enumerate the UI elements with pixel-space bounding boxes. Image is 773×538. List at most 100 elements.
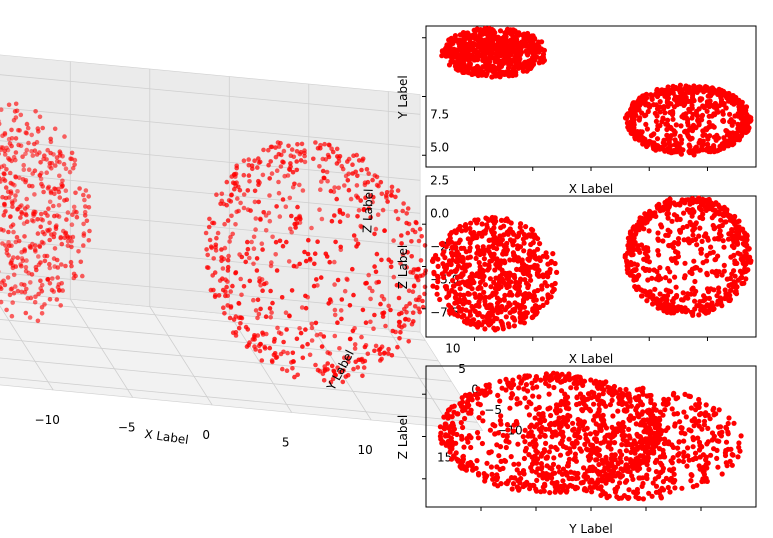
scatter-3d-point bbox=[341, 368, 346, 373]
scatter-3d-point bbox=[270, 300, 275, 306]
scatter-3d-point bbox=[233, 222, 238, 227]
xz-point bbox=[664, 211, 670, 217]
xy-point bbox=[486, 50, 492, 57]
xy-point bbox=[667, 90, 673, 96]
scatter-3d-point bbox=[214, 192, 219, 197]
yz-point bbox=[450, 430, 456, 436]
yz-point bbox=[627, 397, 633, 403]
scatter-3d-point bbox=[350, 162, 355, 167]
xy-point bbox=[665, 136, 671, 142]
scatter-3d-point bbox=[9, 143, 14, 149]
xz-point bbox=[680, 224, 686, 231]
xz-point bbox=[478, 230, 484, 236]
xz-point bbox=[450, 277, 456, 284]
scatter-3d-point bbox=[318, 332, 323, 337]
xz-point bbox=[741, 242, 748, 248]
scatter-3d-point bbox=[342, 288, 348, 294]
scatter-3d-point bbox=[82, 197, 87, 203]
scatter-3d-point bbox=[291, 263, 297, 269]
yz-point bbox=[447, 423, 453, 430]
yz-point bbox=[536, 394, 542, 400]
xz-point bbox=[526, 291, 532, 297]
scatter-3d-point bbox=[377, 351, 383, 357]
scatter-3d-point bbox=[245, 246, 251, 252]
yz-point bbox=[521, 386, 527, 392]
yz-point bbox=[731, 420, 737, 426]
yz-point bbox=[482, 392, 488, 398]
scatter-3d-point bbox=[68, 259, 74, 265]
scatter-3d-point bbox=[406, 288, 412, 294]
scatter-3d-point bbox=[2, 282, 8, 288]
xy-point bbox=[537, 55, 544, 62]
scatter-3d-point bbox=[251, 246, 257, 251]
scatter-3d-point bbox=[222, 245, 228, 251]
scatter-3d-point bbox=[339, 297, 345, 302]
yz-point bbox=[532, 415, 538, 421]
yz-point bbox=[647, 432, 653, 438]
yz-point bbox=[660, 479, 667, 485]
scatter-3d-gridline bbox=[0, 140, 421, 181]
scatter-3d-point bbox=[47, 297, 53, 302]
xy-point bbox=[466, 70, 472, 76]
scatter-3d-point bbox=[383, 323, 388, 329]
xz-point bbox=[444, 286, 450, 292]
scatter-3d-point bbox=[2, 152, 8, 157]
scatter-3d-point bbox=[412, 304, 418, 309]
scatter-3d-point bbox=[57, 195, 63, 200]
scatter-3d-point bbox=[251, 297, 256, 303]
xy-point bbox=[704, 108, 710, 114]
xz-point bbox=[482, 282, 488, 288]
xy-point bbox=[480, 28, 486, 34]
xz-point bbox=[732, 260, 738, 266]
xz-point bbox=[492, 291, 498, 297]
xz-point bbox=[460, 259, 466, 265]
scatter-3d-point bbox=[0, 227, 4, 232]
scatter-3d-point bbox=[22, 289, 28, 295]
xz-point bbox=[537, 257, 543, 264]
xy-point bbox=[489, 74, 495, 80]
yz-point bbox=[600, 391, 606, 397]
xz-point bbox=[684, 223, 690, 229]
xz-point bbox=[468, 280, 475, 286]
xz-point bbox=[454, 266, 460, 272]
scatter-3d-point bbox=[81, 221, 86, 227]
scatter-3d-point bbox=[10, 222, 16, 227]
yz-point bbox=[593, 457, 599, 463]
scatter-3d-point bbox=[252, 188, 258, 194]
xy-point bbox=[708, 91, 714, 97]
xz-x-axis-label: X Label bbox=[569, 352, 613, 366]
xz-point bbox=[493, 307, 499, 313]
yz-point bbox=[487, 427, 493, 433]
scatter-3d-point bbox=[11, 229, 16, 235]
xz-point bbox=[704, 258, 710, 264]
xz-point bbox=[489, 312, 495, 318]
scatter-3d-point bbox=[262, 344, 268, 350]
scatter-3d-point bbox=[62, 134, 67, 139]
scatter-3d-point bbox=[248, 208, 253, 213]
xz-point bbox=[653, 213, 659, 219]
xy-point bbox=[492, 59, 498, 65]
scatter-3d-point bbox=[333, 372, 339, 378]
yz-point bbox=[588, 451, 594, 457]
xy-point bbox=[724, 128, 730, 134]
scatter-3d-point bbox=[298, 330, 304, 336]
xz-point bbox=[673, 294, 680, 300]
yz-point bbox=[497, 444, 504, 450]
xz-ticks bbox=[422, 223, 708, 341]
scatter-3d-point bbox=[360, 307, 366, 313]
xz-point bbox=[741, 236, 747, 242]
yz-point bbox=[681, 449, 687, 455]
xy-point bbox=[672, 137, 678, 143]
xz-point bbox=[728, 287, 734, 293]
scatter-3d-point bbox=[228, 304, 234, 309]
scatter-3d-point bbox=[268, 144, 274, 150]
xz-point bbox=[499, 237, 505, 243]
scatter-3d-point bbox=[27, 183, 32, 189]
scatter-3d-point bbox=[417, 226, 423, 232]
yz-point bbox=[584, 436, 590, 442]
scatter-3d-point bbox=[321, 334, 327, 339]
xz-point bbox=[509, 229, 516, 235]
scatter-3d-point bbox=[19, 209, 24, 215]
scatter-3d-point bbox=[420, 304, 426, 310]
scatter-3d-point bbox=[13, 101, 19, 107]
